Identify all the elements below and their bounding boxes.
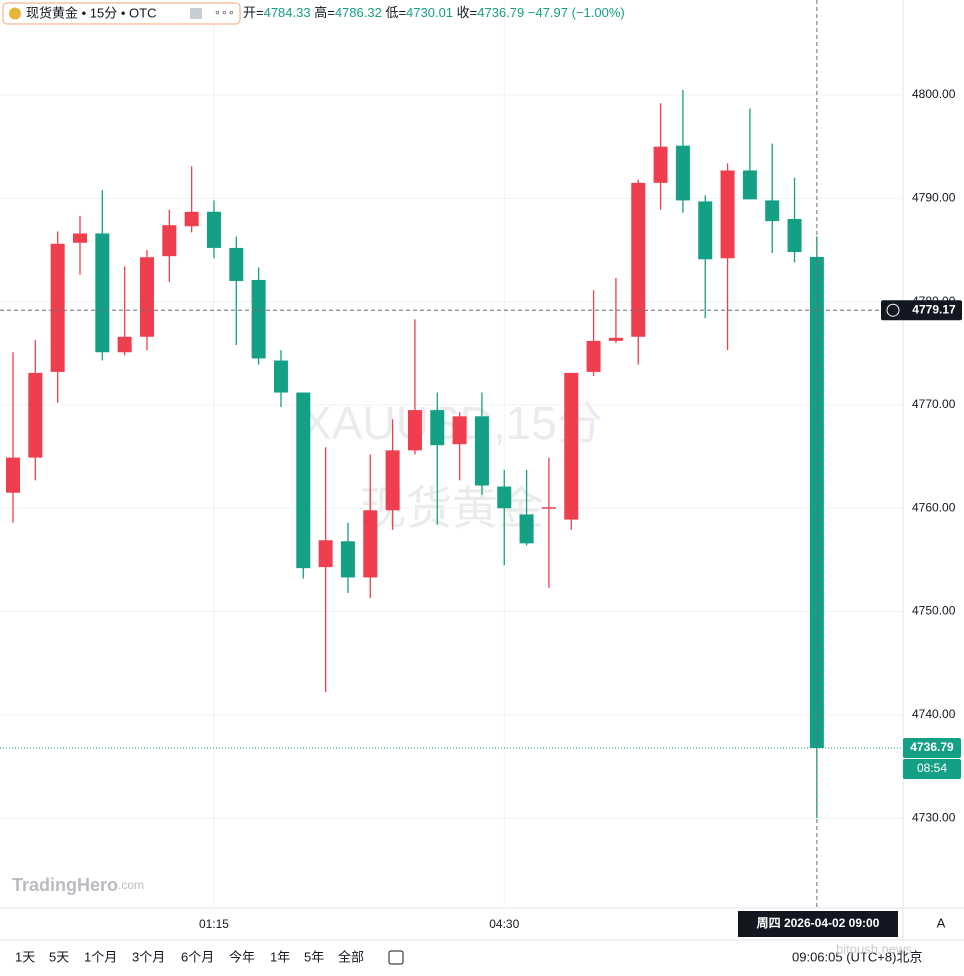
candle-body (675, 145, 690, 201)
candle-body (742, 170, 757, 200)
ohlc-value: 4786.32 (335, 5, 382, 20)
countdown-label: 08:54 (917, 761, 947, 775)
range-button[interactable]: 1年 (270, 949, 290, 964)
candle-body (50, 243, 65, 372)
symbol-title: 现货黄金 • 15分 • OTC (26, 5, 156, 20)
candle-body (229, 247, 244, 281)
legend-header: 现货黄金 • 15分 • OTC ∘∘∘ 开=4784.33 高=4786.32… (2, 2, 625, 25)
ohlc-label: 低= (385, 5, 406, 20)
last-price-label: 4736.79 (910, 740, 954, 754)
range-button[interactable]: 1个月 (84, 949, 117, 964)
change-pct: (−1.00%) (572, 5, 625, 20)
logo-name: TradingHero (12, 875, 118, 895)
y-tick-label: 4730.00 (912, 810, 956, 824)
y-tick-label: 4770.00 (912, 397, 956, 411)
ohlc-value: 4784.33 (264, 5, 311, 20)
flag-icon[interactable] (190, 8, 202, 19)
range-button[interactable]: 全部 (338, 949, 364, 964)
date-range-icon[interactable] (388, 950, 404, 965)
range-button[interactable]: 今年 (229, 949, 255, 964)
ohlc-label: 高= (314, 5, 335, 20)
range-button[interactable]: 5天 (49, 949, 69, 964)
source-watermark: bitpush.news (836, 941, 912, 956)
candle-body (765, 200, 780, 222)
symbol-pill[interactable] (2, 2, 241, 25)
y-tick-label: 4790.00 (912, 191, 956, 205)
ohlc-value: 4736.79 (477, 5, 524, 20)
candle-body (162, 225, 177, 257)
range-button[interactable]: 1天 (15, 949, 35, 964)
branding: TradingHero.com (12, 875, 144, 895)
candle-body (95, 233, 110, 353)
y-tick-label: 4760.00 (912, 500, 956, 514)
candle-body (28, 372, 43, 458)
candle-body (720, 170, 735, 259)
toolbar: 1天 5天 1个月 3个月 6个月 今年 1年 5年 全部 09:06:05 (UTC+8)北京 (15, 949, 922, 965)
candle-body (340, 541, 355, 578)
ohlc-value: 4730.01 (406, 5, 453, 20)
candle-body (698, 201, 713, 260)
candle-body (251, 279, 266, 359)
range-button[interactable]: 3个月 (132, 949, 165, 964)
candle-body (139, 257, 154, 337)
change: −47.97 (528, 5, 568, 20)
candle-body (318, 540, 333, 568)
candle-body (474, 416, 489, 486)
candle-body (787, 218, 802, 253)
crosshair-time-tag (738, 911, 898, 937)
y-tick-label: 4800.00 (912, 87, 956, 101)
symbol-icon (9, 7, 21, 20)
y-tick-label: 4740.00 (912, 707, 956, 721)
candle-body (497, 486, 512, 509)
candle-body (809, 256, 824, 748)
auto-scale-button[interactable]: A (937, 915, 946, 930)
logo-domain: .com (118, 878, 144, 892)
candle-body (296, 392, 311, 569)
candle-body (608, 337, 623, 341)
logo: TradingHero.com (12, 875, 144, 895)
candle-body (385, 450, 400, 511)
ohlc-label: 开= (243, 5, 264, 20)
last-price-tag (903, 737, 961, 758)
plot (0, 0, 903, 908)
candle-body (273, 360, 288, 393)
x-tick-label: 04:30 (489, 917, 519, 931)
crosshair-price-tag (881, 300, 962, 321)
candle-body (6, 457, 20, 493)
range-button[interactable]: 5年 (304, 949, 324, 964)
candle-body (631, 182, 646, 337)
clock: 09:06:05 (UTC+8)北京 (792, 949, 922, 964)
watermark-symbol: XAUUSD,15分 (301, 397, 603, 449)
countdown-tag (903, 758, 961, 779)
crosshair-price-label: 4779.17 (912, 302, 956, 316)
candle-body (117, 336, 132, 353)
add-alert-icon[interactable] (886, 303, 900, 317)
candle-body (586, 340, 601, 372)
candle-body (519, 514, 534, 544)
ohlc-values: 开=4784.33 高=4786.32 低=4730.01 收=4736.79 … (243, 5, 625, 20)
candle-body (452, 416, 467, 445)
crosshair-time-label: 周四 2026-04-02 09:00 (757, 916, 880, 930)
candle-body (430, 410, 445, 446)
candle-body (653, 146, 668, 183)
y-tick-label: 4750.00 (912, 604, 956, 618)
candle-body (564, 372, 579, 520)
candle-body (206, 211, 221, 248)
candle-body (541, 507, 556, 509)
x-tick-label: 01:15 (199, 917, 229, 931)
candle-body (407, 410, 422, 451)
more-icon[interactable]: ∘∘∘ (214, 7, 235, 19)
candle-body (363, 510, 378, 578)
auto-scale-button-bg[interactable] (932, 915, 950, 933)
candle-body (184, 211, 199, 227)
ohlc-label: 收= (457, 5, 478, 20)
candle-body (72, 233, 87, 243)
range-button[interactable]: 6个月 (181, 949, 214, 964)
